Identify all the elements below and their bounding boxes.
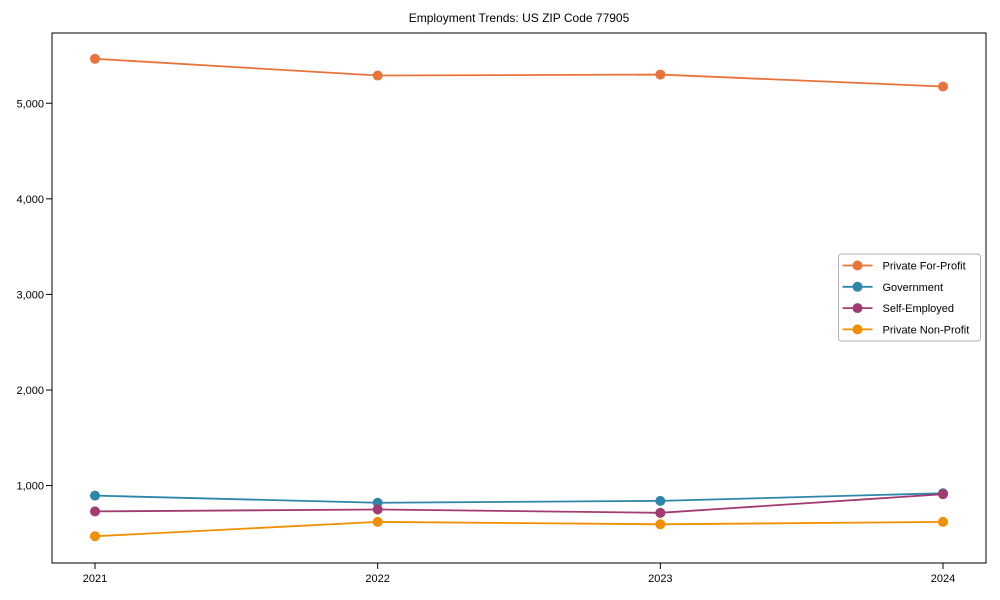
chart-point bbox=[90, 506, 100, 517]
chart-point bbox=[938, 81, 948, 92]
chart-point bbox=[938, 516, 948, 527]
series-layer bbox=[90, 53, 948, 542]
y-tick-label: 5,000 bbox=[16, 98, 44, 110]
chart-point bbox=[655, 495, 666, 506]
chart-point bbox=[372, 516, 383, 527]
x-tick-label: 2023 bbox=[648, 573, 672, 585]
legend-marker bbox=[852, 260, 863, 271]
legend-label: Self-Employed bbox=[883, 303, 955, 315]
legend-marker bbox=[852, 303, 863, 314]
x-tick-label: 2021 bbox=[83, 573, 107, 585]
legend-label: Government bbox=[883, 282, 944, 294]
legend-label: Private For-Profit bbox=[883, 261, 966, 273]
legend-label: Private Non-Profit bbox=[883, 324, 970, 336]
chart-line-private-for-profit bbox=[94, 57, 944, 88]
chart-line-self-employed bbox=[94, 493, 944, 514]
y-tick-label: 2,000 bbox=[16, 385, 44, 397]
legend-box bbox=[838, 253, 981, 342]
chart-line-government bbox=[94, 492, 944, 504]
legend-marker bbox=[852, 281, 863, 292]
chart-point bbox=[655, 69, 666, 80]
chart-point bbox=[655, 507, 666, 518]
axes: 1,000 2,000 3,000 4,000 5,000 2021 2022 2023 202… bbox=[16, 98, 955, 585]
chart-title: Employment Trends: US ZIP Code 77905 bbox=[409, 11, 630, 25]
x-tick-label: 2022 bbox=[365, 573, 389, 585]
x-tick-label: 2024 bbox=[931, 573, 955, 585]
chart-point bbox=[938, 489, 948, 500]
chart-point bbox=[90, 531, 100, 542]
chart-point bbox=[90, 53, 100, 64]
legend: Private For-Profit Government Self-Employe… bbox=[838, 253, 981, 342]
chart-point bbox=[655, 519, 666, 530]
y-tick-label: 1,000 bbox=[16, 481, 44, 493]
y-tick-label: 4,000 bbox=[16, 194, 44, 206]
y-tick-label: 3,000 bbox=[16, 289, 44, 301]
legend-marker bbox=[852, 324, 863, 335]
plot-border bbox=[51, 32, 987, 564]
chart-point bbox=[372, 504, 383, 515]
chart-point bbox=[90, 490, 100, 501]
chart-point bbox=[372, 70, 383, 81]
chart-line-private-non-profit bbox=[94, 520, 944, 538]
plot-frame bbox=[51, 32, 987, 564]
